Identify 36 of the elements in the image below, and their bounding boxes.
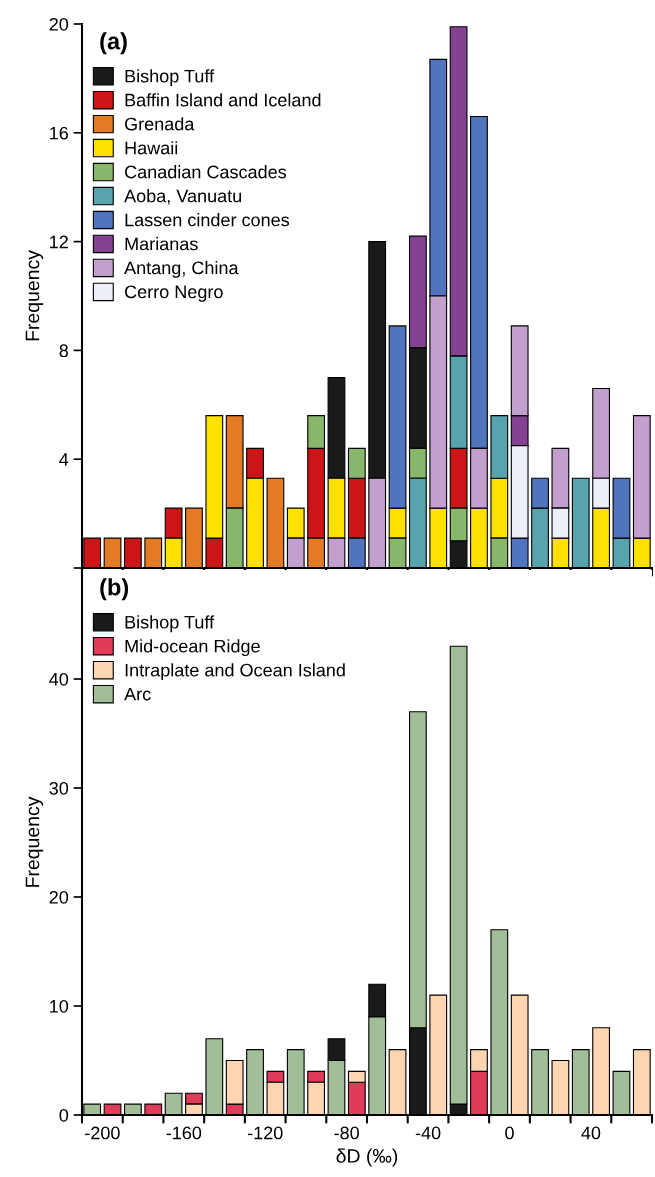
annotation: (a) bbox=[100, 32, 127, 55]
x-tick-label: -160 bbox=[166, 1126, 202, 1140]
legend-label: Cerro Negro bbox=[125, 285, 223, 302]
legend-label: Grenada bbox=[125, 117, 195, 131]
y-tick-label: 4 bbox=[59, 453, 69, 466]
y-tick-label: 20 bbox=[49, 890, 69, 904]
legend-label: Mid-ocean Ridge bbox=[125, 639, 260, 657]
y-tick-label: 10 bbox=[50, 999, 69, 1013]
x-tick-label: 40 bbox=[581, 1126, 601, 1140]
legend-label: Arc bbox=[124, 687, 151, 701]
y-tick-label: 12 bbox=[50, 235, 68, 249]
y-tick-label: 8 bbox=[59, 344, 69, 358]
legend-label: Aoba, Vanuatu bbox=[124, 189, 242, 205]
x-tick-label: -80 bbox=[334, 1126, 359, 1140]
legend-label: Bishop Tuff bbox=[125, 615, 215, 633]
legend-label: Canadian Cascades bbox=[125, 165, 287, 179]
legend-label: Lassen cinder cones bbox=[125, 213, 290, 227]
x-axis-title: δD (‰) bbox=[336, 1148, 398, 1167]
y-tick-label: 0 bbox=[59, 1108, 69, 1122]
legend-label: Marianas bbox=[125, 237, 198, 251]
y-tick-label: 16 bbox=[50, 126, 69, 140]
x-tick-label: -200 bbox=[85, 1126, 120, 1140]
y-axis-title: Frequency bbox=[25, 796, 44, 887]
x-tick-label: 0 bbox=[505, 1126, 514, 1140]
legend-label: Bishop Tuff bbox=[125, 69, 215, 87]
annotation: (b) bbox=[100, 578, 129, 601]
x-tick-label: -40 bbox=[415, 1126, 441, 1140]
y-tick-label: 20 bbox=[49, 17, 69, 31]
y-tick-label: 40 bbox=[49, 672, 69, 686]
legend-label: Baffin Island and Iceland bbox=[125, 93, 321, 107]
legend-label: Hawaii bbox=[125, 141, 178, 155]
y-axis-title: Frequency bbox=[25, 250, 44, 341]
legend-label: Intraplate and Ocean Island bbox=[125, 663, 345, 681]
legend-label: Antang, China bbox=[124, 260, 239, 278]
y-tick-label: 30 bbox=[49, 781, 69, 795]
x-tick-label: -120 bbox=[247, 1126, 283, 1140]
